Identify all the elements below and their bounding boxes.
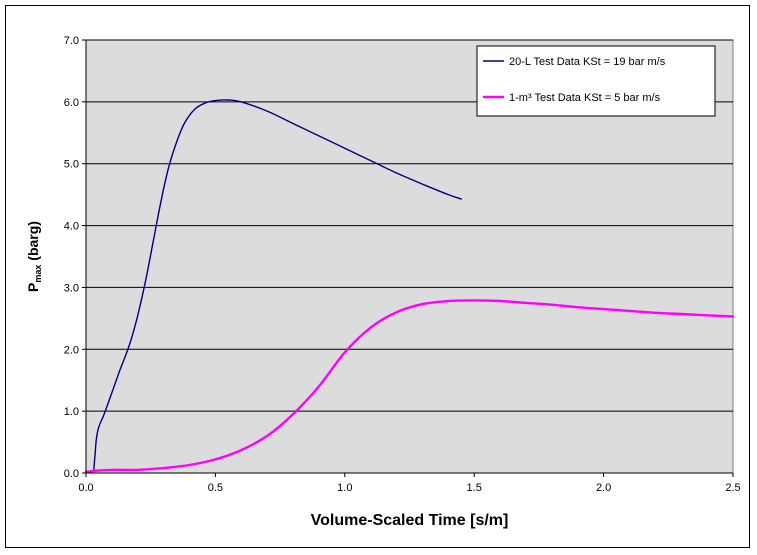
series-line-2: [84, 299, 735, 473]
y-tick-label: 1.0: [64, 406, 79, 418]
y-tick-label: 4.0: [64, 221, 79, 233]
x-tick-label: 1.5: [467, 482, 482, 494]
x-tick-label: 0.5: [208, 482, 223, 494]
y-tick-label: 7.0: [64, 35, 79, 47]
y-axis-title-subscript: max: [33, 265, 43, 283]
y-tick-label: 5.0: [64, 159, 79, 171]
y-tick-label: 2.0: [64, 344, 79, 356]
ticks: 0.0 1.0 2.0 3.0 4.0 5.0 6.0 7.0 0.0 0.5 1.0 1.5 2.0 2…: [64, 35, 741, 494]
gridlines: [86, 39, 733, 412]
x-tick-label: 1.0: [337, 482, 352, 494]
legend: 20-L Test Data KSt = 19 bar m/s 1-m³ Test…: [476, 45, 716, 117]
y-tick-label: 6.0: [64, 97, 79, 109]
legend-label-1: 20-L Test Data KSt = 19 bar m/s: [509, 56, 666, 68]
x-tick-label: 0.0: [78, 482, 93, 494]
x-tick-label: 2.0: [596, 482, 611, 494]
axes: [85, 40, 733, 474]
x-tick-label: 2.5: [725, 482, 740, 494]
y-axis-title-rest: (barg): [25, 221, 41, 265]
legend-box: [476, 45, 716, 117]
x-axis-title: Volume-Scaled Time [s/m]: [311, 512, 509, 529]
y-tick-label: 0.0: [64, 468, 79, 480]
y-tick-label: 3.0: [64, 282, 79, 294]
series-layer: [84, 99, 735, 473]
legend-label-2: 1-m³ Test Data KSt = 5 bar m/s: [509, 92, 661, 104]
series-line-1: [93, 99, 462, 471]
y-axis-title-main: P: [25, 283, 41, 292]
y-axis-title: Pmax (barg): [25, 221, 43, 292]
